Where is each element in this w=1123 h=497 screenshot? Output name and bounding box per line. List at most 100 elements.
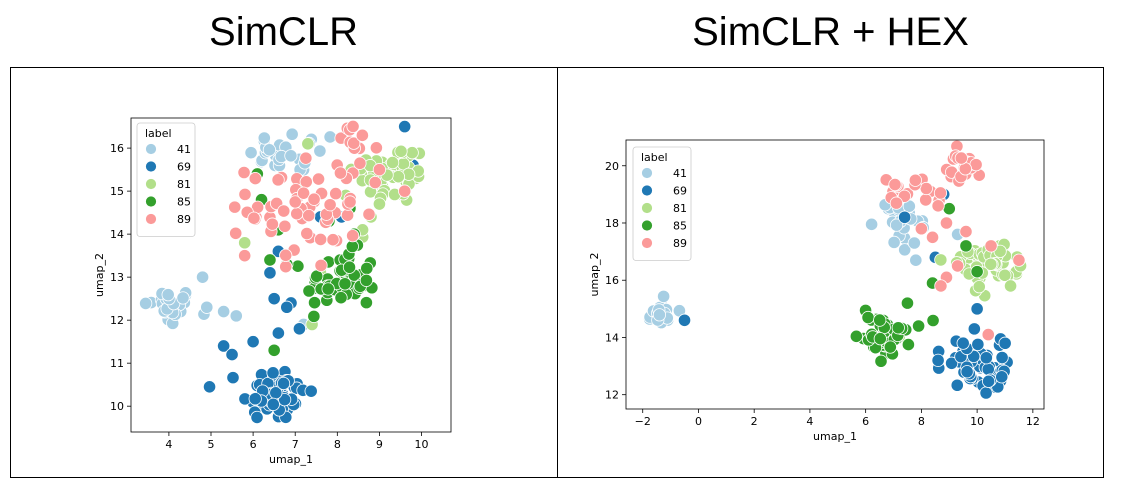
data-point-69 <box>979 351 993 365</box>
data-point-69 <box>276 376 291 391</box>
data-point-41 <box>161 288 175 302</box>
x-tick-label: 8 <box>918 415 925 428</box>
data-point-69 <box>266 366 280 380</box>
data-point-89 <box>279 260 293 274</box>
data-point-89 <box>984 239 998 253</box>
data-point-85 <box>360 261 374 275</box>
data-point-81 <box>238 236 252 250</box>
y-tick-label: 16 <box>605 274 619 287</box>
legend-marker-89 <box>145 213 157 225</box>
x-tick-label: −2 <box>635 415 651 428</box>
y-tick-label: 10 <box>110 400 124 413</box>
data-point-89 <box>247 211 261 225</box>
data-point-89 <box>228 200 242 214</box>
data-point-89 <box>934 279 948 293</box>
data-point-81 <box>972 280 986 294</box>
data-point-69 <box>246 335 260 349</box>
y-tick-label: 18 <box>605 217 619 230</box>
x-tick-label: 4 <box>165 438 172 451</box>
data-point-89 <box>369 141 383 155</box>
data-point-89 <box>931 199 945 213</box>
data-point-85 <box>342 260 357 274</box>
y-tick-label: 12 <box>605 389 619 402</box>
x-tick-label: 5 <box>208 438 215 451</box>
data-point-85 <box>959 239 973 253</box>
data-point-41 <box>176 291 190 305</box>
data-point-89 <box>288 195 302 209</box>
data-point-69 <box>970 302 984 316</box>
data-point-89 <box>889 196 903 210</box>
data-point-41 <box>257 131 271 145</box>
x-tick-label: 10 <box>415 438 429 451</box>
legend-title: label <box>641 151 668 164</box>
y-tick-label: 14 <box>110 228 124 241</box>
data-point-69 <box>292 322 307 336</box>
data-point-85 <box>900 296 915 310</box>
data-point-41 <box>898 243 912 257</box>
x-tick-label: 6 <box>862 415 869 428</box>
data-point-89 <box>299 175 313 189</box>
data-point-89 <box>398 184 412 198</box>
title-simclr: SimCLR <box>209 10 358 54</box>
data-point-89 <box>346 229 360 243</box>
data-point-69 <box>998 336 1012 350</box>
data-point-69 <box>398 120 412 134</box>
data-point-69 <box>995 350 1009 365</box>
data-point-85 <box>926 313 940 328</box>
legend-label-81: 81 <box>673 202 687 215</box>
data-point-81 <box>372 197 387 211</box>
legend-label-81: 81 <box>177 178 191 191</box>
y-tick-label: 20 <box>605 160 619 173</box>
x-tick-label: 4 <box>806 415 813 428</box>
data-point-41 <box>139 296 153 311</box>
data-point-89 <box>981 327 995 342</box>
data-point-89 <box>279 248 293 262</box>
data-point-89 <box>347 136 361 150</box>
data-point-89 <box>300 226 314 241</box>
data-point-69 <box>898 210 912 224</box>
data-point-89 <box>919 181 933 196</box>
x-axis-label: umap_1 <box>269 453 313 466</box>
data-point-89 <box>314 258 328 272</box>
legend-marker-81 <box>145 178 157 190</box>
data-point-81 <box>934 253 948 267</box>
legend-label-89: 89 <box>177 213 191 226</box>
data-point-89 <box>329 187 343 201</box>
data-point-41 <box>909 253 923 267</box>
data-point-85 <box>267 343 281 357</box>
legend: label 41 69 81 85 89 <box>136 122 196 237</box>
data-point-85 <box>911 319 926 333</box>
data-point-89 <box>919 193 933 207</box>
data-point-69 <box>266 397 280 411</box>
x-tick-label: 6 <box>250 438 257 451</box>
data-point-85 <box>883 340 897 354</box>
data-point-85 <box>970 265 984 279</box>
data-point-69 <box>278 393 292 407</box>
data-point-69 <box>979 386 993 400</box>
data-point-89 <box>323 198 337 212</box>
legend-marker-85 <box>145 195 157 208</box>
data-point-81 <box>998 268 1012 282</box>
data-point-89 <box>933 186 948 200</box>
x-tick-label: 2 <box>751 415 758 428</box>
data-point-69 <box>304 384 318 398</box>
scatter-plot-simclr: 4 5 6 7 8 9 1010111213141516umap_1umap_2label4… <box>93 117 452 466</box>
data-point-89 <box>340 208 355 222</box>
legend-marker-81 <box>641 202 653 214</box>
data-point-89 <box>278 219 292 233</box>
data-point-89 <box>311 172 326 186</box>
data-point-89 <box>307 192 321 206</box>
data-point-89 <box>333 166 348 180</box>
x-tick-label: 7 <box>292 438 299 451</box>
data-point-41 <box>200 300 214 314</box>
data-point-89 <box>238 249 252 263</box>
y-axis-label: umap_2 <box>93 253 106 297</box>
data-point-41 <box>323 130 337 144</box>
data-point-69 <box>956 336 970 350</box>
data-point-89 <box>368 175 382 190</box>
y-tick-label: 15 <box>110 185 124 198</box>
data-point-81 <box>984 257 998 271</box>
x-tick-label: 0 <box>695 415 702 428</box>
data-point-69 <box>981 362 995 376</box>
data-point-89 <box>951 259 965 273</box>
